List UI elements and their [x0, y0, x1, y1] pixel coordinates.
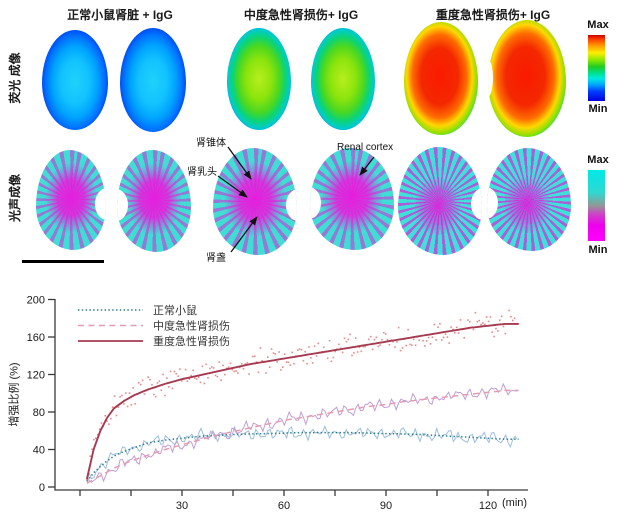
- svg-text:30: 30: [176, 500, 188, 512]
- photoacoustic-kidney-moderate-right: [310, 148, 394, 250]
- arrow-renal-cortex: [359, 156, 375, 176]
- svg-text:120: 120: [479, 500, 497, 512]
- column-header-normal: 正常小鼠肾脏 + IgG: [67, 8, 173, 22]
- fluorescence-colorbar: [588, 35, 605, 101]
- photoacoustic-kidney-moderate-left: [213, 148, 297, 255]
- photoacoustic-kidney-normal-right: [117, 150, 191, 252]
- column-header-moderate: 中度急性肾损伤+ IgG: [243, 8, 359, 22]
- svg-text:0: 0: [39, 482, 45, 494]
- annotation-renal-calyx: 肾盏: [206, 253, 226, 264]
- annotation-arrows: [217, 146, 375, 253]
- fluorescence-colorbar-max-label: Max: [587, 19, 609, 31]
- photoacoustic-kidney-severe-left: [398, 147, 482, 255]
- arrow-renal-pyramid: [227, 146, 252, 180]
- svg-text:90: 90: [380, 500, 392, 512]
- svg-text:120: 120: [27, 370, 45, 382]
- annotation-renal-pyramid: 肾锥体: [196, 138, 226, 149]
- arrow-renal-papilla: [217, 175, 248, 198]
- fluorescence-kidney-moderate-left: [227, 28, 291, 130]
- scale-bar: [22, 260, 104, 263]
- svg-text:40: 40: [33, 445, 45, 457]
- column-header-severe: 重度急性肾损伤+ IgG: [435, 8, 551, 22]
- svg-text:中度急性肾损伤: 中度急性肾损伤: [153, 319, 230, 333]
- fluorescence-kidney-severe-right: [488, 20, 566, 137]
- photoacoustic-colorbar-min-label: Min: [588, 244, 608, 256]
- chart-x-axis-unit: (min): [502, 497, 528, 509]
- fluorescence-kidney-normal-left: [42, 30, 108, 130]
- svg-text:160: 160: [27, 332, 45, 344]
- chart-y-axis-label: 增强比例 (%): [8, 362, 21, 427]
- photoacoustic-colorbar-max-label: Max: [587, 154, 609, 166]
- svg-text:60: 60: [278, 500, 290, 512]
- photoacoustic-kidney-normal-left: [36, 150, 106, 250]
- svg-text:200: 200: [27, 295, 45, 307]
- fluorescence-kidney-severe-left: [404, 22, 478, 135]
- fluorescence-kidney-normal-right: [120, 28, 186, 132]
- arrow-renal-calyx: [230, 216, 258, 253]
- svg-text:正常小鼠: 正常小鼠: [153, 303, 197, 317]
- annotation-renal-papilla: 肾乳头: [187, 167, 217, 178]
- fluorescence-colorbar-min-label: Min: [588, 103, 608, 115]
- svg-text:重度急性肾损伤: 重度急性肾损伤: [153, 334, 230, 348]
- fluorescence-kidney-moderate-right: [311, 28, 375, 130]
- annotation-renal-cortex: Renal cortex: [337, 142, 394, 153]
- enhancement-chart: 0 40 80 120 160 200 30 60 90 120 正常小鼠中度急性肾损伤重度急性肾损…: [27, 295, 528, 512]
- photoacoustic-colorbar: [588, 170, 605, 241]
- svg-text:80: 80: [33, 407, 45, 419]
- photoacoustic-kidney-severe-right: [487, 148, 571, 251]
